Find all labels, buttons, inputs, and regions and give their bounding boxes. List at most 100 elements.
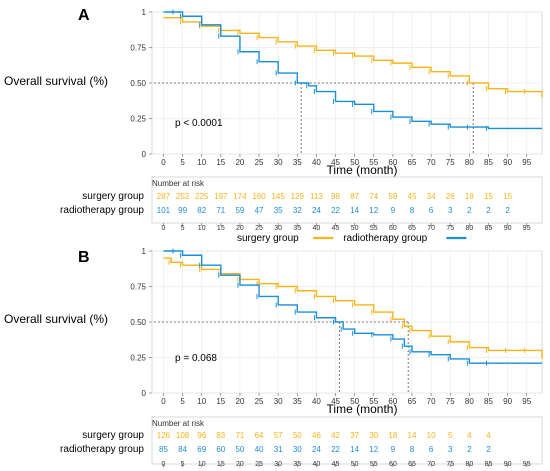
y-tick-label: 0.50 — [130, 79, 146, 88]
y-tick-label: 0.25 — [130, 115, 146, 124]
risk-x-tick-label: 55 — [370, 461, 378, 468]
risk-count: 18 — [388, 431, 397, 440]
risk-count: 26 — [446, 192, 455, 201]
risk-count: 225 — [195, 192, 209, 201]
risk-count: 98 — [331, 192, 340, 201]
x-tick-label: 20 — [235, 397, 244, 406]
risk-count: 34 — [427, 192, 436, 201]
risk-count: 22 — [331, 206, 340, 215]
risk-count: 252 — [176, 192, 190, 201]
risk-x-tick-label: 30 — [274, 225, 282, 232]
x-tick-label: 25 — [255, 397, 264, 406]
risk-count: 45 — [408, 192, 417, 201]
risk-count: 85 — [159, 445, 168, 454]
risk-count: 145 — [271, 192, 285, 201]
risk-count: 42 — [331, 431, 340, 440]
x-tick-label: 0 — [161, 397, 166, 406]
x-tick-label: 95 — [522, 158, 531, 167]
risk-count: 69 — [197, 445, 206, 454]
risk-count: 5 — [448, 431, 453, 440]
x-tick-label: 70 — [427, 158, 436, 167]
risk-count: 2 — [486, 445, 491, 454]
risk-count: 50 — [293, 431, 302, 440]
risk-x-tick-label: 65 — [408, 461, 416, 468]
risk-count: 47 — [255, 206, 264, 215]
x-tick-label: 85 — [484, 158, 493, 167]
risk-count: 37 — [350, 431, 359, 440]
risk-count: 197 — [214, 192, 228, 201]
risk-count: 83 — [216, 431, 225, 440]
risk-row-label: surgery group — [82, 430, 144, 441]
x-tick-label: 40 — [312, 397, 321, 406]
risk-count: 113 — [310, 192, 323, 201]
risk-row-label: radiotherapy group — [60, 444, 144, 455]
risk-x-tick-label: 35 — [293, 461, 301, 468]
x-tick-label: 50 — [350, 158, 359, 167]
risk-table-title: Number at risk — [152, 419, 205, 428]
risk-x-tick-label: 5 — [181, 461, 185, 468]
risk-table-title: Number at risk — [152, 179, 205, 188]
risk-x-tick-label: 25 — [255, 225, 263, 232]
survival-curve-surgery — [163, 16, 543, 98]
x-tick-label: 55 — [369, 158, 378, 167]
panel-label: A — [78, 7, 90, 24]
x-tick-label: 90 — [503, 397, 512, 406]
legend-label: radiotherapy group — [343, 233, 427, 244]
risk-count: 15 — [484, 192, 493, 201]
x-tick-label: 80 — [465, 397, 474, 406]
risk-x-tick-label: 20 — [236, 225, 244, 232]
x-tick-label: 60 — [388, 158, 397, 167]
risk-x-tick-label: 55 — [370, 225, 378, 232]
x-tick-label: 45 — [331, 397, 340, 406]
y-tick-label: 0.75 — [130, 44, 146, 53]
risk-x-tick-label: 10 — [198, 461, 206, 468]
x-axis-label: Time (month) — [327, 402, 398, 416]
x-tick-label: 35 — [293, 397, 302, 406]
x-tick-label: 65 — [408, 158, 417, 167]
risk-x-tick-label: 15 — [217, 461, 225, 468]
risk-count: 2 — [505, 206, 510, 215]
risk-count: 129 — [291, 192, 305, 201]
risk-x-tick-label: 90 — [504, 225, 512, 232]
x-tick-label: 10 — [197, 158, 206, 167]
x-tick-label: 30 — [274, 158, 283, 167]
risk-count: 32 — [293, 206, 302, 215]
x-tick-label: 80 — [465, 158, 474, 167]
risk-count: 60 — [216, 445, 225, 454]
risk-count: 40 — [255, 445, 264, 454]
risk-count: 12 — [369, 206, 378, 215]
risk-table-frame — [151, 176, 543, 224]
risk-count: 4 — [467, 431, 472, 440]
risk-count: 101 — [157, 206, 171, 215]
x-tick-label: 35 — [293, 158, 302, 167]
risk-x-tick-label: 40 — [313, 461, 321, 468]
y-axis-label: Overall survival (%) — [4, 74, 108, 88]
risk-count: 3 — [448, 445, 453, 454]
risk-count: 24 — [312, 445, 321, 454]
risk-count: 9 — [391, 206, 396, 215]
risk-count: 96 — [197, 431, 206, 440]
x-tick-label: 65 — [408, 397, 417, 406]
risk-count: 46 — [312, 431, 321, 440]
risk-count: 30 — [369, 431, 378, 440]
risk-count: 9 — [391, 445, 396, 454]
survival-curve-radiotherapy — [163, 11, 542, 130]
risk-count: 64 — [255, 431, 264, 440]
risk-x-tick-label: 50 — [351, 225, 359, 232]
risk-x-tick-label: 60 — [389, 225, 397, 232]
risk-row-label: radiotherapy group — [60, 205, 144, 216]
risk-x-tick-label: 25 — [255, 461, 263, 468]
risk-count: 99 — [178, 206, 187, 215]
risk-count: 30 — [293, 445, 302, 454]
y-tick-label: 0.25 — [130, 354, 146, 363]
y-axis-label: Overall survival (%) — [4, 312, 108, 326]
risk-x-tick-label: 20 — [236, 461, 244, 468]
x-tick-label: 15 — [216, 158, 225, 167]
risk-x-tick-label: 0 — [162, 225, 166, 232]
x-tick-label: 55 — [369, 397, 378, 406]
p-value: p < 0.0001 — [175, 118, 223, 129]
x-tick-label: 95 — [522, 397, 531, 406]
x-tick-label: 75 — [446, 158, 455, 167]
risk-count: 84 — [178, 445, 187, 454]
